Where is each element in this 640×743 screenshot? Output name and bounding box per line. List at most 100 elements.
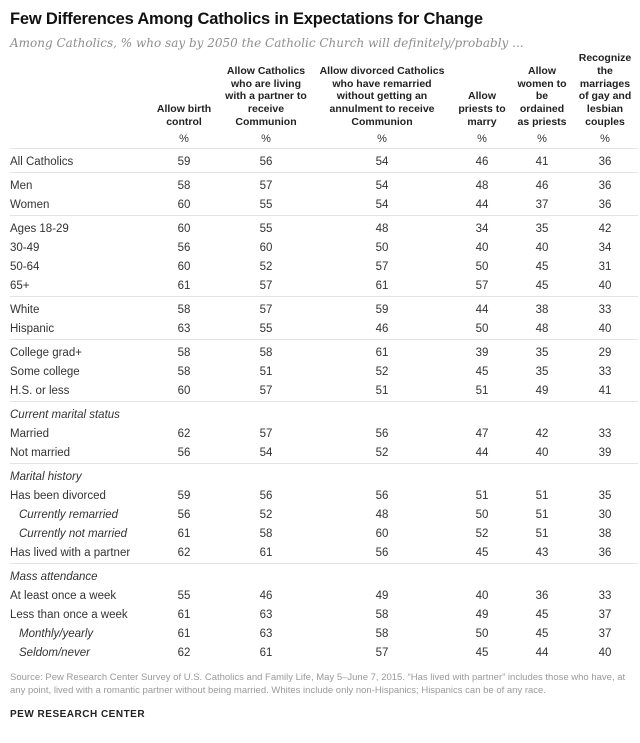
table-row: Hispanic 63 55 46 50 48 40: [10, 320, 638, 340]
cell-value: 49: [375, 590, 389, 603]
cell-value: 33: [598, 366, 612, 379]
cell-value: 48: [452, 171, 512, 196]
unit-label: %: [537, 132, 547, 145]
cell-value: 48: [312, 214, 452, 239]
row-label: Marital history: [10, 462, 148, 487]
cell-value: 35: [512, 338, 572, 363]
row-label: H.S. or less: [10, 385, 70, 398]
cell-value: 55: [220, 214, 312, 239]
cell-value: 60: [177, 199, 191, 212]
table-row: Men 58 57 54 48 46 36: [10, 171, 638, 196]
row-label: Current marital status: [10, 400, 148, 425]
cell-value: 51: [475, 385, 489, 398]
cell-value: 36: [598, 547, 612, 560]
cell-value: 51: [535, 509, 549, 522]
table-row: Some college 58 51 52 45 35 33: [10, 363, 638, 382]
cell-value: 60: [259, 242, 273, 255]
row-label-header-spacer: [10, 52, 148, 132]
cell-value: 51: [375, 385, 389, 398]
row-label: Married: [10, 428, 49, 441]
row-label: Currently not married: [19, 528, 128, 541]
unit-label: %: [261, 132, 271, 145]
cell-value: 42: [572, 214, 638, 239]
cell-value: 46: [259, 590, 273, 603]
table-row: College grad+ 58 58 61 39 35 29: [10, 338, 638, 363]
row-label: 50-64: [10, 261, 40, 274]
cell-value: 61: [259, 547, 273, 560]
cell-value: 46: [452, 147, 512, 173]
cell-value: 50: [475, 323, 489, 336]
row-label: Less than once a week: [10, 609, 128, 622]
cell-value: 57: [375, 647, 389, 660]
row-label: Ages 18-29: [10, 214, 148, 239]
cell-value: 48: [535, 323, 549, 336]
cell-value: 45: [475, 366, 489, 379]
row-label: All Catholics: [10, 147, 148, 173]
cell-value: 50: [475, 628, 489, 641]
cell-value: 58: [375, 609, 389, 622]
cell-value: 40: [535, 242, 549, 255]
cell-value: 50: [375, 242, 389, 255]
cell-value: 30: [598, 509, 612, 522]
cell-value: 41: [598, 385, 612, 398]
cell-value: 31: [598, 261, 612, 274]
row-label: Mass attendance: [10, 562, 148, 587]
column-header-gay-marriage: Recognize the marriages of gay and lesbi…: [578, 52, 632, 128]
cell-value: 35: [512, 214, 572, 239]
cell-value: 52: [475, 528, 489, 541]
cell-value: 58: [148, 295, 220, 320]
cell-value: 58: [148, 171, 220, 196]
cell-value: 36: [535, 590, 549, 603]
cell-value: 34: [452, 214, 512, 239]
section-header-row: Current marital status: [10, 400, 638, 425]
cell-value: 39: [598, 447, 612, 460]
cell-value: 45: [475, 547, 489, 560]
cell-value: 44: [475, 447, 489, 460]
column-header-divorced-communion: Allow divorced Catholics who have remarr…: [319, 64, 445, 128]
page-subtitle: Among Catholics, % who say by 2050 the C…: [10, 36, 524, 50]
unit-label: %: [477, 132, 487, 145]
cell-value: 61: [177, 280, 191, 293]
source-note: Source: Pew Research Center Survey of U.…: [10, 671, 626, 696]
row-label: Seldom/never: [19, 647, 90, 660]
cell-value: 52: [375, 366, 389, 379]
cell-value: 44: [452, 295, 512, 320]
table-row: Women 60 55 54 44 37 36: [10, 196, 638, 216]
cell-value: 60: [375, 528, 389, 541]
cell-value: 45: [535, 609, 549, 622]
cell-value: 39: [452, 338, 512, 363]
row-label: White: [10, 295, 148, 320]
table-row: All Catholics 59 56 54 46 41 36: [10, 147, 638, 173]
section-spacer: [148, 462, 638, 487]
table-row: Less than once a week 61 63 58 49 45 37: [10, 606, 638, 625]
table-row: 50-64 60 52 57 50 45 31: [10, 258, 638, 277]
row-label: Some college: [10, 366, 80, 379]
cell-value: 58: [375, 628, 389, 641]
table-row: Married 62 57 56 47 42 33: [10, 425, 638, 444]
cell-value: 62: [177, 547, 191, 560]
column-header-row: Allow birth control Allow Catholics who …: [10, 52, 638, 132]
column-header-women-ordained: Allow women to be ordained as priests: [517, 64, 567, 128]
table-row: Currently not married 61 58 60 52 51 38: [10, 525, 638, 544]
cell-value: 34: [598, 242, 612, 255]
cell-value: 54: [375, 199, 389, 212]
cell-value: 36: [572, 171, 638, 196]
cell-value: 36: [598, 199, 612, 212]
cell-value: 54: [259, 447, 273, 460]
column-header-birth-control: Allow birth control: [156, 103, 212, 128]
table-body: All Catholics 59 56 54 46 41 36 Men 58 57 54 48 46 36…: [10, 147, 638, 663]
table-row: Has been divorced 59 56 56 51 51 35: [10, 487, 638, 506]
table-row: Seldom/never 62 61 57 45 44 40: [10, 644, 638, 663]
cell-value: 50: [475, 261, 489, 274]
cell-value: 58: [220, 338, 312, 363]
cell-value: 60: [177, 261, 191, 274]
cell-value: 58: [259, 528, 273, 541]
cell-value: 51: [535, 490, 549, 503]
cell-value: 61: [177, 528, 191, 541]
cell-value: 54: [312, 147, 452, 173]
cell-value: 49: [475, 609, 489, 622]
cell-value: 63: [259, 609, 273, 622]
cell-value: 56: [177, 447, 191, 460]
table-row: White 58 57 59 44 38 33: [10, 295, 638, 320]
unit-label: %: [179, 132, 189, 145]
